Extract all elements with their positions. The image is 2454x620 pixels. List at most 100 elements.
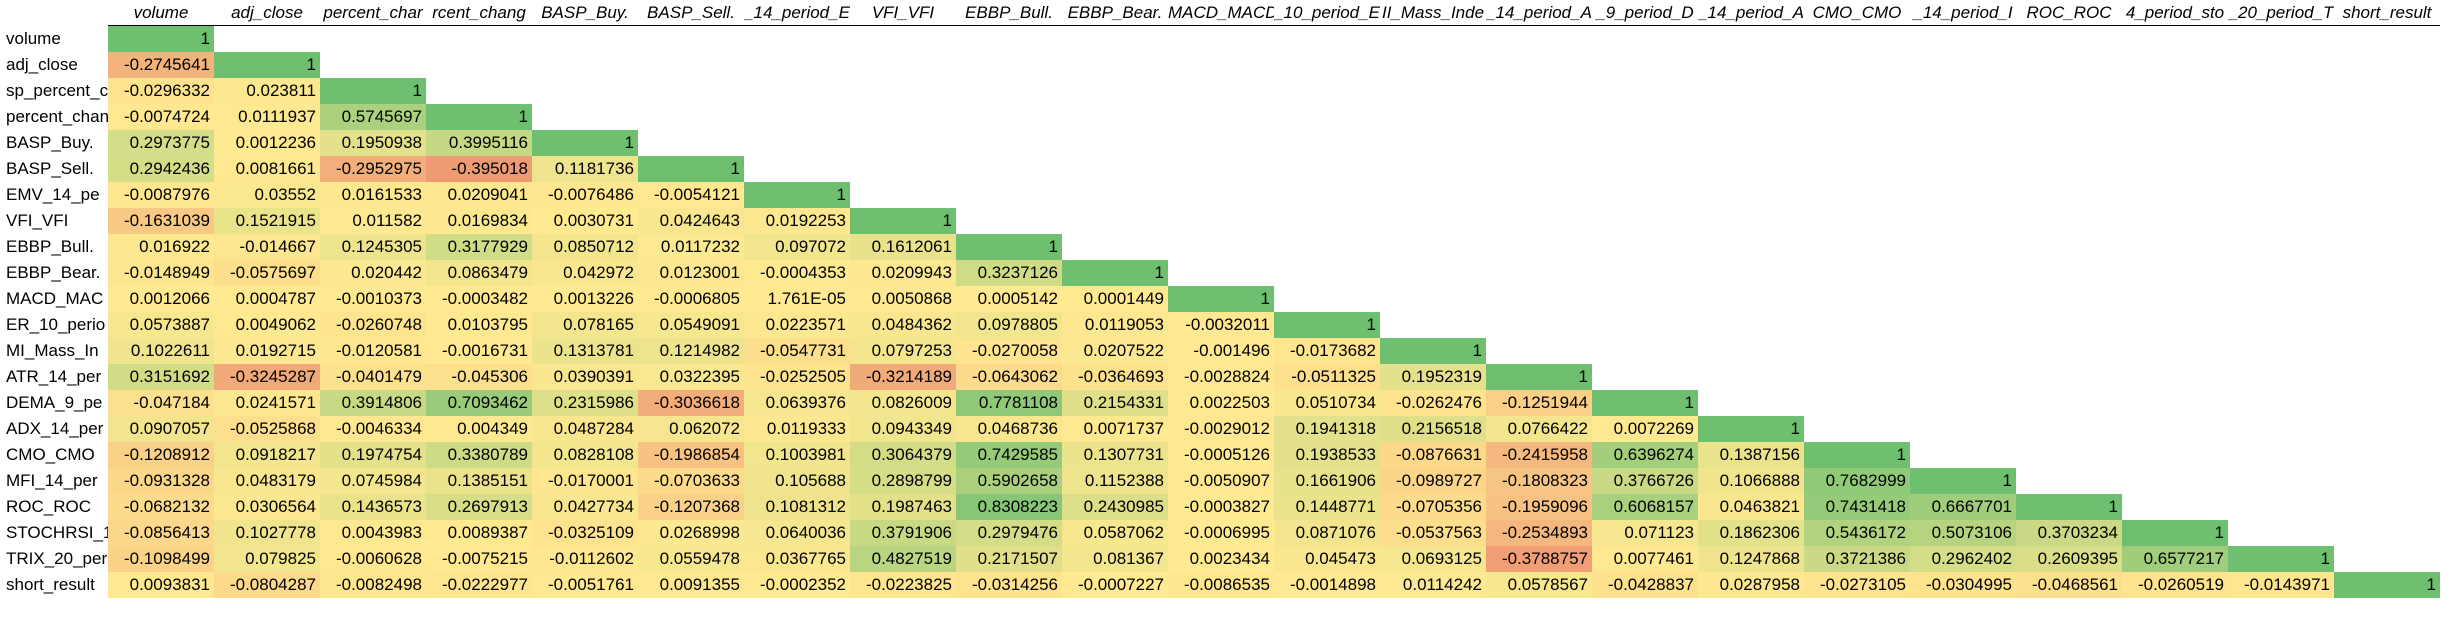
correlation-cell[interactable]: 0.1661906 [1274,468,1380,494]
correlation-cell[interactable]: 0.0797253 [850,338,956,364]
row-label[interactable]: ATR_14_per [0,364,108,390]
correlation-cell[interactable]: 0.0943349 [850,416,956,442]
row-label[interactable]: MI_Mass_In [0,338,108,364]
correlation-cell[interactable]: 0.0826009 [850,390,956,416]
correlation-cell[interactable]: 0.3791906 [850,520,956,546]
correlation-cell[interactable]: 0.7431418 [1804,494,1910,520]
correlation-cell[interactable]: 0.0639376 [744,390,850,416]
correlation-cell[interactable]: 1 [744,182,850,208]
correlation-cell[interactable]: 0.0427734 [532,494,638,520]
correlation-cell[interactable]: 0.0071737 [1062,416,1168,442]
correlation-cell[interactable]: -0.0032011 [1168,312,1274,338]
correlation-cell[interactable]: -0.1207368 [638,494,744,520]
correlation-cell[interactable]: 0.0549091 [638,312,744,338]
correlation-cell[interactable]: 0.8308223 [956,494,1062,520]
correlation-cell[interactable]: 0.5073106 [1910,520,2016,546]
correlation-cell[interactable]: 1 [1062,260,1168,286]
correlation-cell[interactable]: 0.6068157 [1592,494,1698,520]
correlation-cell[interactable]: 0.3151692 [108,364,214,390]
correlation-cell[interactable]: 0.0510734 [1274,390,1380,416]
column-header[interactable]: _14_period_I [1910,0,2016,26]
correlation-cell[interactable]: -0.0682132 [108,494,214,520]
correlation-cell[interactable]: 0.105688 [744,468,850,494]
correlation-cell[interactable]: 0.1066888 [1698,468,1804,494]
column-header[interactable]: _10_period_E [1274,0,1380,26]
correlation-cell[interactable]: 0.1987463 [850,494,956,520]
correlation-cell[interactable]: 0.0828108 [532,442,638,468]
row-label[interactable]: volume [0,26,108,52]
correlation-cell[interactable]: 0.1181736 [532,156,638,182]
correlation-cell[interactable]: 0.0367765 [744,546,850,572]
correlation-cell[interactable]: 1.761E-05 [744,286,850,312]
correlation-cell[interactable]: -0.0260748 [320,312,426,338]
correlation-cell[interactable]: 1 [638,156,744,182]
column-header[interactable]: EBBP_Bull. [956,0,1062,26]
correlation-cell[interactable]: 0.0693125 [1380,546,1486,572]
correlation-cell[interactable]: -0.001496 [1168,338,1274,364]
column-header[interactable]: _9_period_D [1592,0,1698,26]
correlation-cell[interactable]: 0.1950938 [320,130,426,156]
correlation-cell[interactable]: 1 [108,26,214,52]
correlation-cell[interactable]: -0.1208912 [108,442,214,468]
correlation-cell[interactable]: 0.0463821 [1698,494,1804,520]
correlation-cell[interactable]: -0.0002352 [744,572,850,598]
correlation-cell[interactable]: 0.0640036 [744,520,850,546]
correlation-cell[interactable]: -0.0010373 [320,286,426,312]
correlation-cell[interactable]: -0.0076486 [532,182,638,208]
correlation-cell[interactable]: 0.1974754 [320,442,426,468]
column-header[interactable]: EBBP_Bear. [1062,0,1168,26]
row-label[interactable]: DEMA_9_pe [0,390,108,416]
correlation-cell[interactable]: -0.0143971 [2228,572,2334,598]
correlation-cell[interactable]: -0.1808323 [1486,468,1592,494]
correlation-cell[interactable]: 0.1941318 [1274,416,1380,442]
column-header[interactable]: short_result [2334,0,2440,26]
correlation-cell[interactable]: 0.016922 [108,234,214,260]
correlation-cell[interactable]: 0.042972 [532,260,638,286]
correlation-cell[interactable]: 0.2154331 [1062,390,1168,416]
correlation-cell[interactable]: 1 [214,52,320,78]
correlation-cell[interactable]: 0.3721386 [1804,546,1910,572]
correlation-cell[interactable]: -0.0087976 [108,182,214,208]
correlation-cell[interactable]: 0.0587062 [1062,520,1168,546]
correlation-cell[interactable]: 0.1003981 [744,442,850,468]
row-label[interactable]: ER_10_perio [0,312,108,338]
correlation-cell[interactable]: -0.0005126 [1168,442,1274,468]
correlation-cell[interactable]: 0.1448771 [1274,494,1380,520]
correlation-cell[interactable]: 0.045473 [1274,546,1380,572]
correlation-cell[interactable]: 0.3380789 [426,442,532,468]
row-label[interactable]: EMV_14_pe [0,182,108,208]
correlation-cell[interactable]: 1 [320,78,426,104]
correlation-cell[interactable]: 0.011582 [320,208,426,234]
correlation-cell[interactable]: -0.0223825 [850,572,956,598]
correlation-cell[interactable]: -0.0314256 [956,572,1062,598]
column-header[interactable]: volume [108,0,214,26]
correlation-cell[interactable]: 1 [1274,312,1380,338]
column-header[interactable]: _14_period_A [1486,0,1592,26]
correlation-cell[interactable]: -0.2415958 [1486,442,1592,468]
correlation-cell[interactable]: -0.2534893 [1486,520,1592,546]
correlation-cell[interactable]: 0.1214982 [638,338,744,364]
correlation-cell[interactable]: 0.081367 [1062,546,1168,572]
column-header[interactable]: BASP_Sell. [638,0,744,26]
correlation-cell[interactable]: 1 [2334,572,2440,598]
correlation-cell[interactable]: 0.0424643 [638,208,744,234]
column-header[interactable]: rcent_chang [426,0,532,26]
correlation-cell[interactable]: 0.0119053 [1062,312,1168,338]
correlation-cell[interactable]: -0.0173682 [1274,338,1380,364]
correlation-cell[interactable]: 1 [2122,520,2228,546]
correlation-cell[interactable]: 0.5902658 [956,468,1062,494]
correlation-cell[interactable]: 0.1436573 [320,494,426,520]
correlation-cell[interactable]: 1 [1592,390,1698,416]
correlation-cell[interactable]: 0.0192715 [214,338,320,364]
correlation-cell[interactable]: 0.0072269 [1592,416,1698,442]
correlation-cell[interactable]: -0.0222977 [426,572,532,598]
correlation-cell[interactable]: 0.0001449 [1062,286,1168,312]
correlation-cell[interactable]: -0.3214189 [850,364,956,390]
correlation-cell[interactable]: 0.0322395 [638,364,744,390]
correlation-cell[interactable]: -0.1251944 [1486,390,1592,416]
correlation-cell[interactable]: 0.1938533 [1274,442,1380,468]
correlation-cell[interactable]: 0.0468736 [956,416,1062,442]
correlation-cell[interactable]: -0.0643062 [956,364,1062,390]
correlation-cell[interactable]: -0.0016731 [426,338,532,364]
column-header[interactable]: VFI_VFI [850,0,956,26]
